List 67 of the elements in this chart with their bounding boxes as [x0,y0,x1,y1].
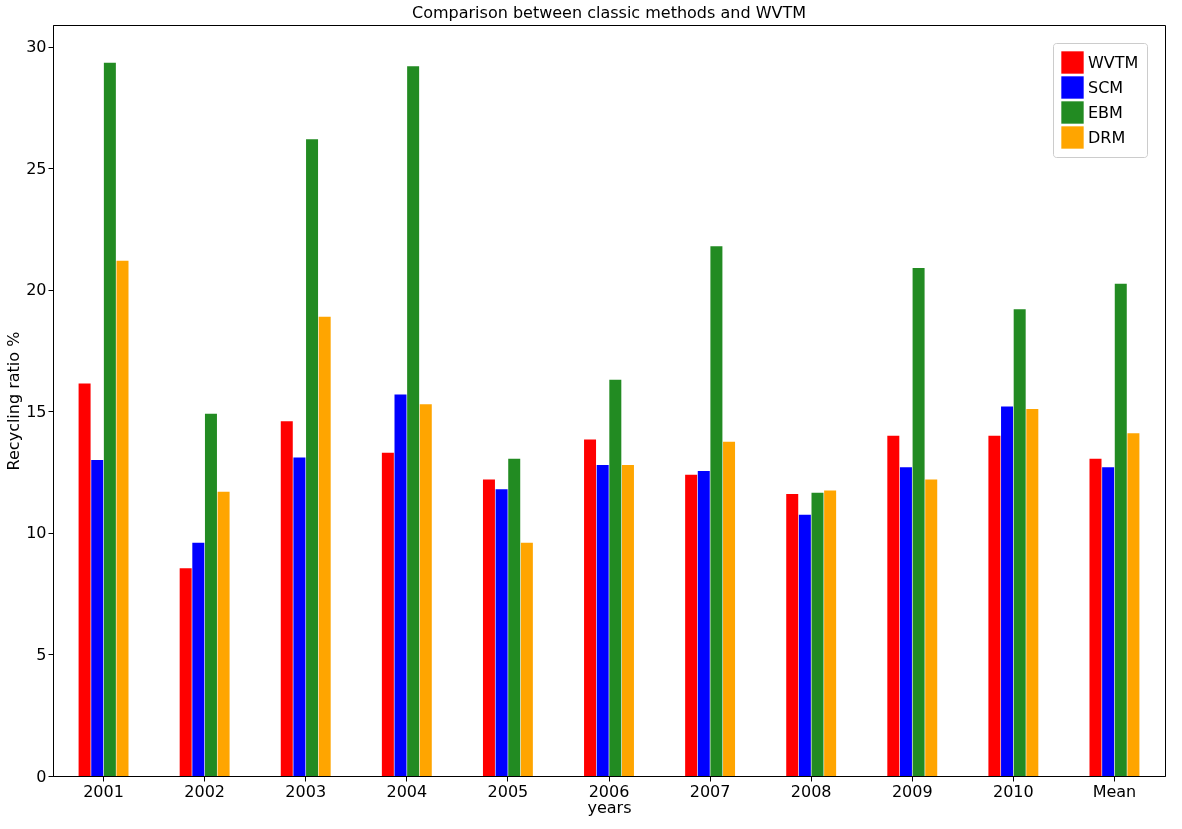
y-tick-label: 30 [26,37,47,57]
x-tick-label: Mean [1092,781,1137,801]
x-tick-label: 2009 [891,781,933,801]
bar [697,470,710,776]
y-tick-label: 5 [36,644,47,664]
bar [495,489,508,776]
legend-label: EBM [1088,102,1123,122]
x-tick-label: 2010 [993,781,1034,801]
bar [103,62,116,776]
bar [419,404,432,776]
bar [179,568,192,776]
legend-label: WVTM [1088,52,1139,72]
bar [318,316,331,776]
bar [91,460,104,776]
bar [394,394,407,776]
bar [723,441,736,776]
bar [685,474,698,776]
y-tick-label: 25 [26,158,47,178]
bar [116,260,129,776]
bar [899,467,912,776]
bar [520,542,533,776]
bar [1102,467,1115,776]
x-tick-label: 2007 [689,781,731,801]
bar [508,458,521,776]
bar [1013,309,1026,776]
bar [798,514,811,776]
chart-title: Comparison between classic methods and WVTM [412,3,806,22]
bar [293,457,306,776]
bar [407,66,420,776]
y-tick-label: 15 [26,401,47,421]
y-tick-label: 20 [26,280,47,300]
bar [280,421,293,776]
bar [1089,458,1102,776]
x-tick-label: 2008 [790,781,832,801]
bar [988,435,1001,776]
y-tick-label: 10 [26,523,47,543]
bar [381,452,394,776]
x-tick-label: 2003 [285,781,327,801]
bar [584,439,597,776]
bar [786,494,799,776]
bar [306,139,319,776]
y-tick-label: 0 [36,766,47,786]
bar [1026,409,1039,776]
bar [217,491,230,776]
bar [710,246,723,776]
bar [621,464,634,776]
x-tick-label: 2005 [487,781,529,801]
x-tick-label: 2002 [184,781,225,801]
legend-label: DRM [1088,127,1126,147]
bar [1114,283,1127,776]
bar [811,492,824,776]
bar [912,268,925,776]
y-axis-title: Recycling ratio % [4,331,24,471]
bar [609,379,622,776]
bar [1127,433,1140,776]
bar [887,435,900,776]
bar [824,490,837,776]
legend-label: SCM [1088,77,1124,97]
bar [204,413,217,776]
bar [596,464,609,776]
x-tick-label: 2004 [386,781,428,801]
bar [925,479,938,776]
x-tick-label: 2001 [83,781,124,801]
bar [192,542,205,776]
bar [78,383,91,776]
bar [1001,406,1014,776]
bar [482,479,495,776]
